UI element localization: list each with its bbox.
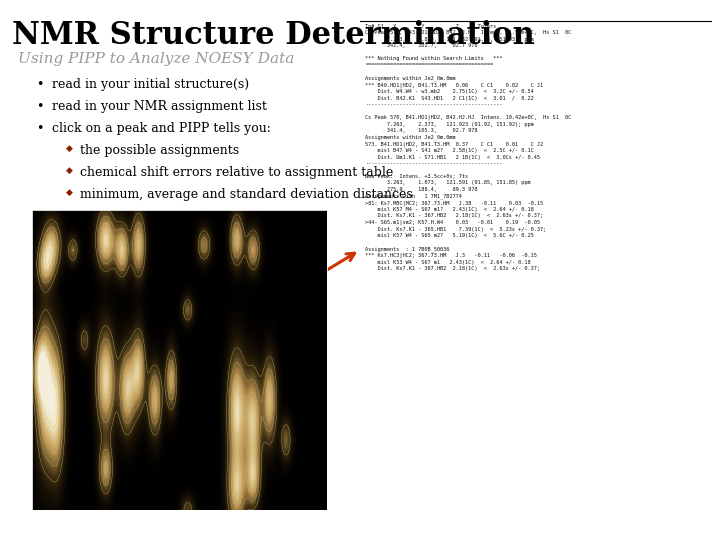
Text: ◆: ◆ <box>66 166 73 175</box>
Text: read in your initial structure(s): read in your initial structure(s) <box>52 78 249 91</box>
Text: ◆: ◆ <box>66 188 73 197</box>
Text: click on a peak and PIPP tells you:: click on a peak and PIPP tells you: <box>52 122 271 135</box>
Text: NMR Structure Determination: NMR Structure Determination <box>12 20 535 51</box>
Text: ◆: ◆ <box>66 144 73 153</box>
Text: •: • <box>36 78 43 91</box>
Text: minimum, average and standard deviation distances: minimum, average and standard deviation … <box>80 188 413 201</box>
Text: read in your NMR assignment list: read in your NMR assignment list <box>52 100 267 113</box>
Text: Tn# S1   X        Y          Z      Tolers
Cs Peak 579, B43.HD1|HD2, B42.HJ.HJ  : Tn# S1 X Y Z Tolers Cs Peak 579, B43.HD1… <box>365 24 572 271</box>
FancyArrowPatch shape <box>197 253 355 348</box>
Text: Using PIPP to Analyze NOESY Data: Using PIPP to Analyze NOESY Data <box>18 52 294 66</box>
Text: chemical shift errors relative to assignment table: chemical shift errors relative to assign… <box>80 166 393 179</box>
Text: •: • <box>36 122 43 135</box>
Text: the possible assignments: the possible assignments <box>80 144 239 157</box>
Text: •: • <box>36 100 43 113</box>
